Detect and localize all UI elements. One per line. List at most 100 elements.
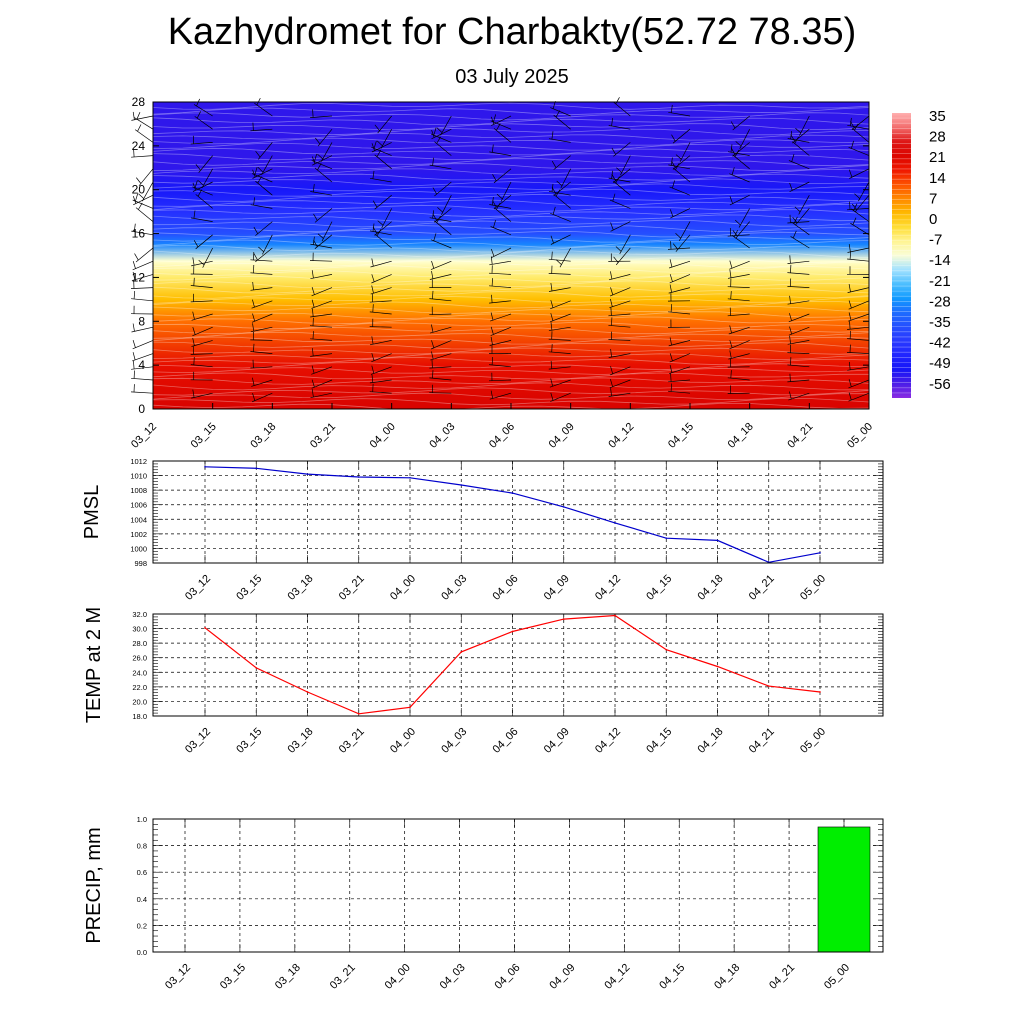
- wind-barb-flag: [134, 253, 139, 261]
- wind-barb-flag: [133, 290, 136, 299]
- x-tick-label: 03_15: [234, 726, 264, 756]
- x-tick-label: 04_09: [547, 421, 577, 451]
- contour-line: [152, 219, 870, 228]
- x-tick-label: 03_18: [286, 726, 316, 756]
- wind-barb: [668, 340, 691, 347]
- wind-barb: [430, 133, 452, 143]
- heatmap-field: [153, 102, 869, 409]
- wind-barb: [548, 258, 571, 262]
- wind-barb: [131, 274, 154, 281]
- wind-barb: [553, 114, 571, 130]
- wind-barb-flag: [312, 236, 315, 245]
- data-point: [716, 539, 719, 542]
- wind-barb-flag: [198, 259, 205, 266]
- wind-barb: [369, 177, 392, 183]
- wind-barb: [250, 326, 273, 333]
- data-point: [204, 627, 206, 629]
- data-point: [819, 552, 821, 554]
- wind-barb: [787, 340, 810, 345]
- wind-barb: [728, 326, 750, 335]
- wind-barb: [429, 392, 452, 394]
- wind-barb-flag: [670, 373, 672, 382]
- wind-barb: [374, 154, 392, 170]
- wind-barb-flag: [431, 260, 435, 269]
- wind-barb-flag: [735, 141, 742, 147]
- y-tick-label: 18.0: [132, 712, 147, 721]
- wind-barb: [131, 326, 154, 333]
- wind-barb: [732, 142, 750, 157]
- wind-barb: [252, 168, 273, 179]
- wind-barb: [789, 181, 810, 193]
- wind-barb-flag: [491, 356, 494, 365]
- wind-barb: [608, 313, 631, 317]
- x-tick-label: 03_12: [129, 421, 159, 451]
- wind-barb: [848, 392, 870, 402]
- wind-barb-flag: [791, 153, 795, 162]
- contour-line: [152, 128, 870, 136]
- contour-line: [152, 275, 870, 283]
- y-tick-label: 28: [132, 95, 146, 109]
- wind-barb-flag: [312, 348, 314, 357]
- colorbar-label: 35: [929, 108, 946, 125]
- wind-barb: [250, 351, 273, 354]
- wind-barb-flag: [730, 291, 732, 300]
- wind-barb: [787, 352, 810, 354]
- x-tick-label: 03_18: [248, 421, 278, 451]
- contour-line: [152, 387, 870, 396]
- wind-barb-flag: [252, 392, 256, 401]
- minor-ticks: [153, 818, 883, 953]
- x-tick-label: 04_06: [493, 962, 523, 992]
- wind-barb: [370, 340, 392, 346]
- contour-line: [152, 367, 870, 375]
- wind-barb-flag: [611, 118, 613, 127]
- panel-frame: [152, 460, 884, 564]
- wind-barb: [434, 208, 452, 223]
- wind-barb: [549, 313, 571, 323]
- wind-barb: [320, 142, 333, 162]
- wind-barb: [668, 287, 691, 294]
- wind-barb: [311, 160, 333, 170]
- x-tick-label: 03_15: [218, 962, 248, 992]
- wind-barb: [310, 313, 333, 318]
- temp-panel: 18.0 20.0 22.0 24.0 26.0 28.0 30.0 32.0 03_12 03_…: [83, 607, 884, 756]
- wind-barb: [258, 142, 273, 160]
- wind-barb: [613, 180, 631, 196]
- wind-barb: [314, 208, 333, 223]
- wind-barb-flag: [729, 325, 732, 334]
- wind-barb: [490, 120, 512, 130]
- wind-barb: [311, 287, 333, 297]
- wind-barb: [309, 325, 333, 328]
- wind-barb-flag: [311, 270, 314, 279]
- wind-barb: [489, 151, 512, 156]
- wind-barb: [787, 138, 810, 143]
- data-point: [511, 630, 514, 633]
- wind-barb-flag: [252, 169, 256, 178]
- wind-barb: [613, 168, 631, 183]
- wind-barb: [377, 115, 392, 134]
- wind-barb: [608, 324, 631, 328]
- wind-barb: [434, 220, 452, 236]
- x-tick-label: 03_12: [183, 726, 213, 756]
- contour-line: [152, 225, 870, 233]
- wind-barb-flag: [377, 220, 384, 226]
- wind-barb-flag: [729, 350, 732, 359]
- wind-barb: [132, 353, 154, 362]
- wind-barb: [731, 234, 750, 249]
- wind-barb: [846, 208, 870, 211]
- wind-barb-flag: [550, 300, 554, 308]
- wind-barb-flag: [795, 127, 801, 134]
- wind-barb: [132, 260, 154, 271]
- wind-barb: [488, 272, 512, 275]
- wind-barb-flag: [257, 176, 262, 184]
- x-tick-label: 04_09: [542, 573, 572, 603]
- wind-barb-flag: [550, 378, 554, 387]
- wind-barb: [553, 155, 571, 170]
- wind-barb-flag: [853, 203, 858, 211]
- wind-barb-flag: [675, 233, 682, 239]
- wind-barb-flag: [789, 295, 791, 304]
- wind-barb: [131, 366, 154, 370]
- y-tick-label: 0.6: [137, 868, 147, 877]
- wind-barb-flag: [253, 226, 259, 234]
- wind-barb: [251, 313, 273, 323]
